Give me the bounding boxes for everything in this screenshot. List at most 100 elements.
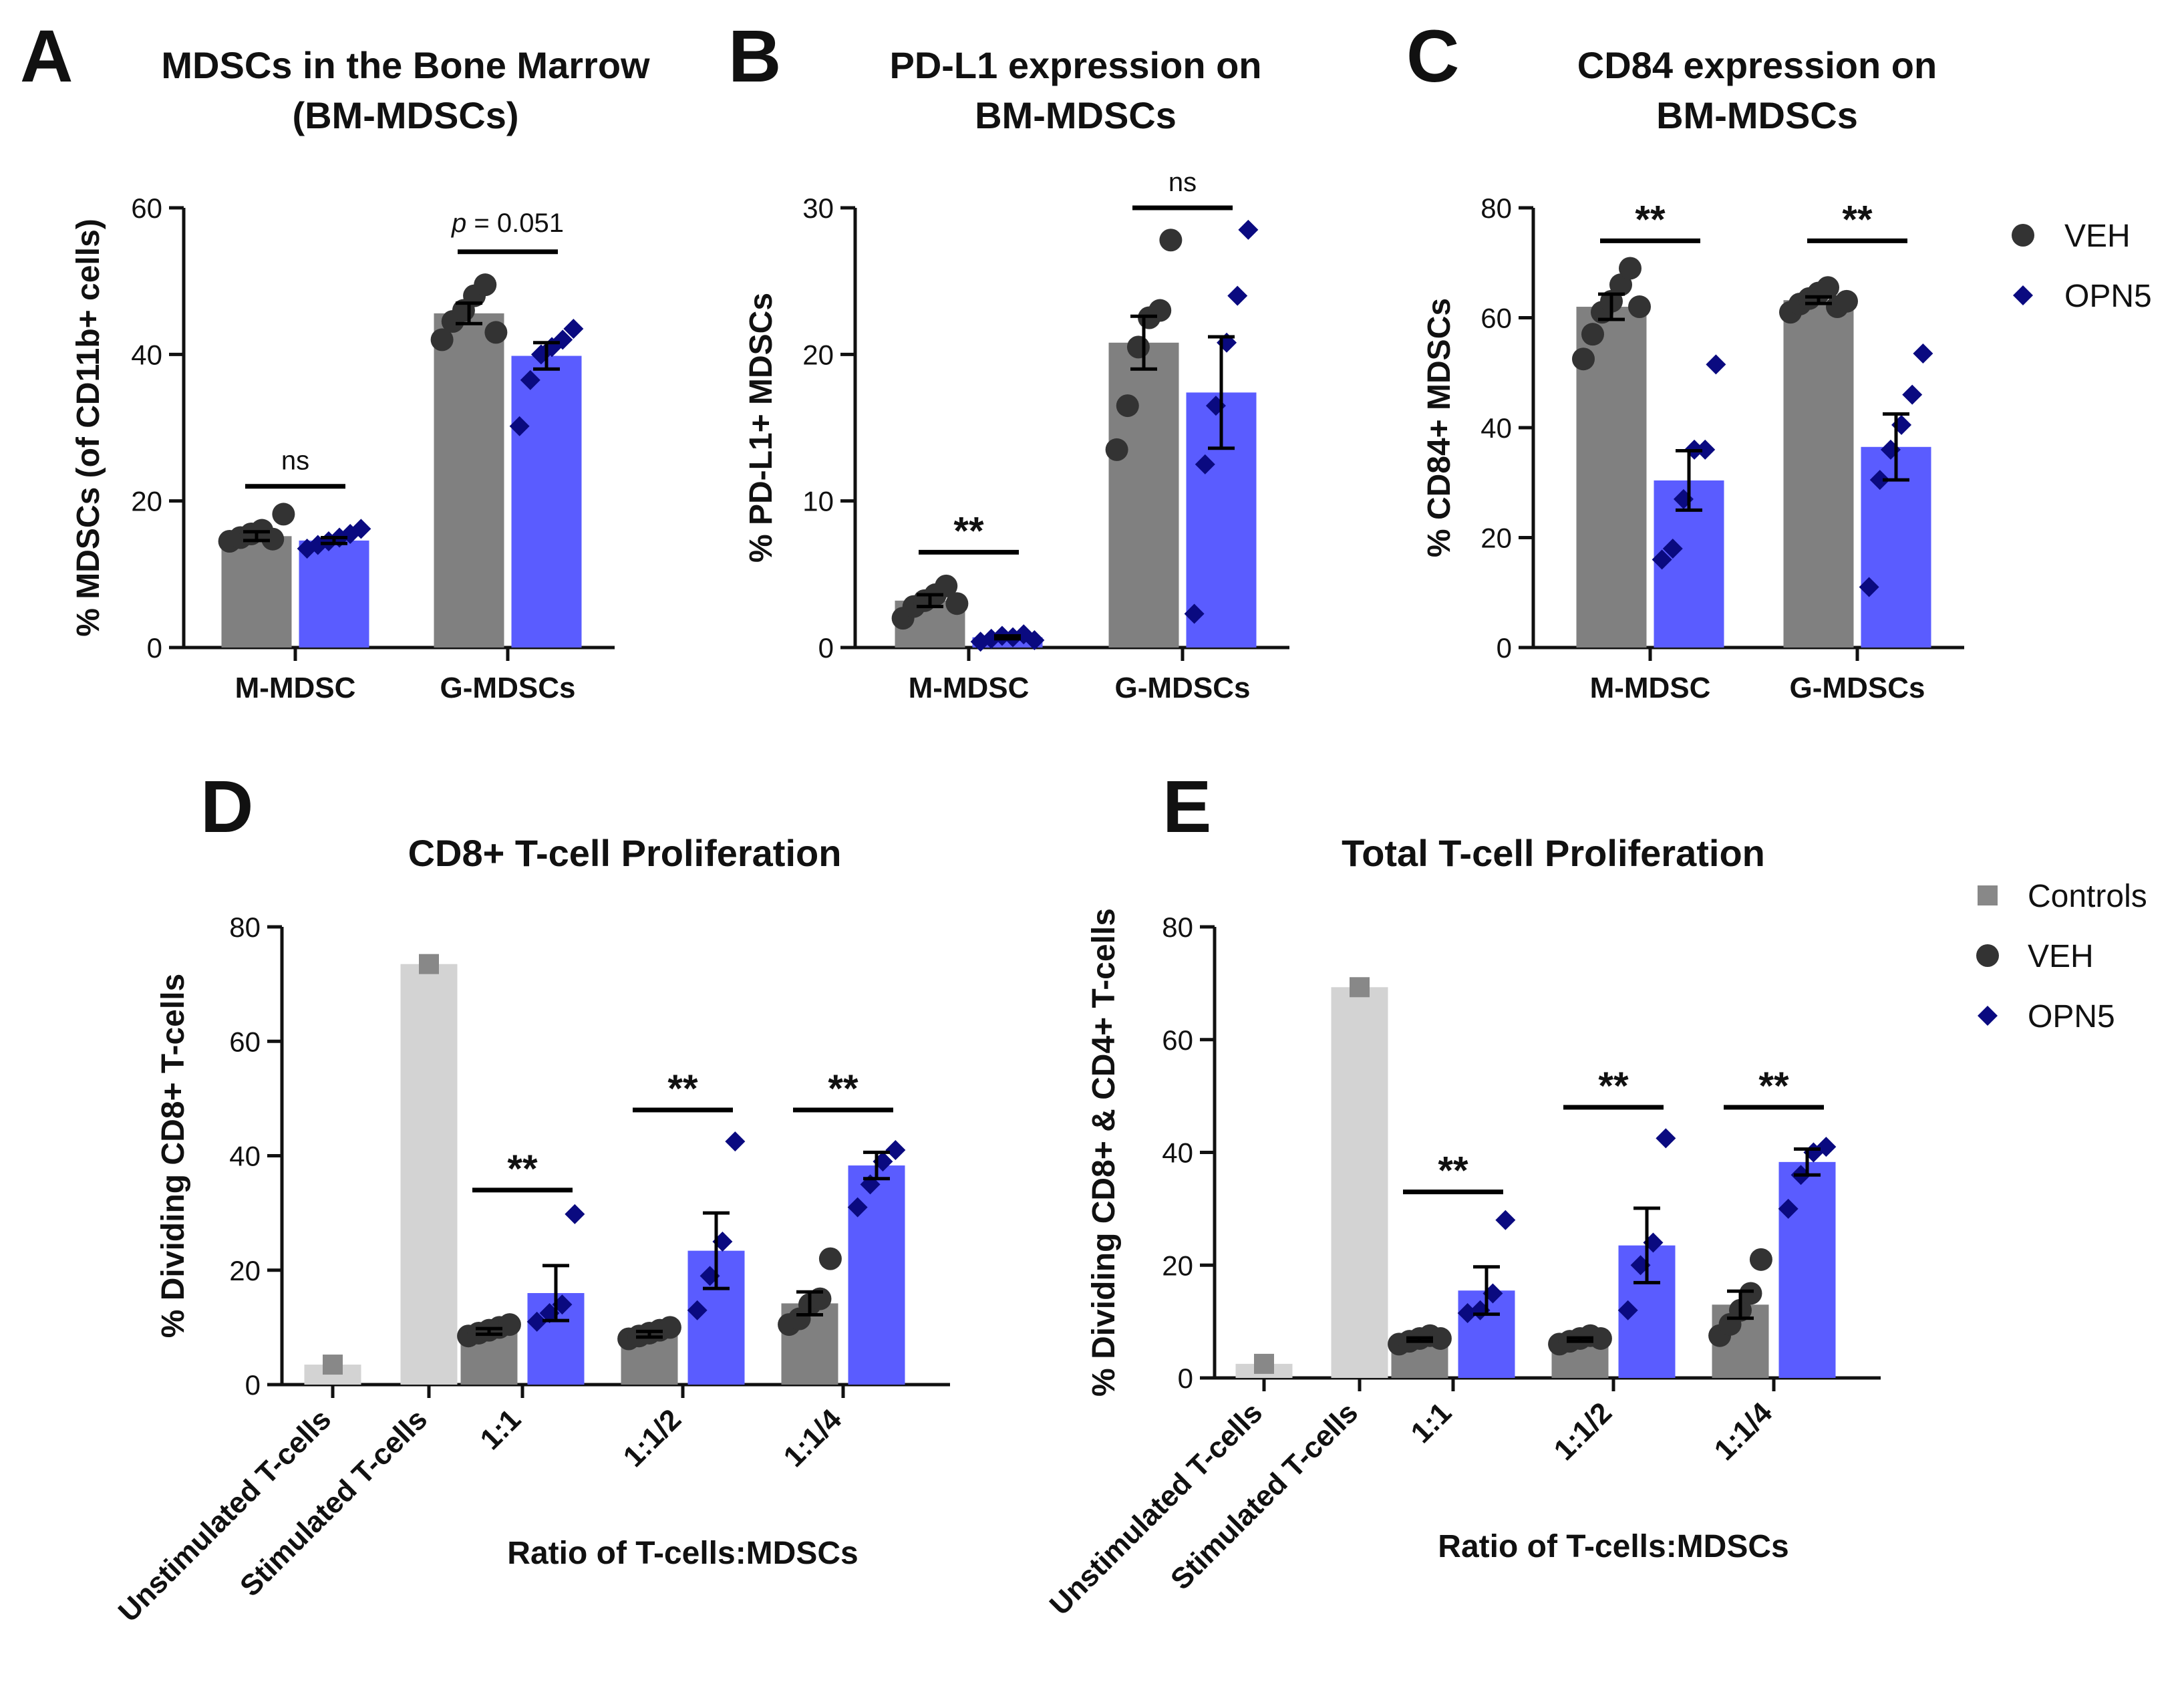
veh-point [935,574,958,597]
significance-label: ns [281,446,309,476]
veh-point [1817,276,1839,299]
x-category-label: M-MDSC [909,672,1030,704]
opn5-legend-marker [1978,1006,1998,1026]
y-tick-label: 80 [1480,192,1512,224]
y-tick-label: 0 [1178,1363,1193,1394]
legend-label: VEH [2028,939,2094,974]
veh-point [1835,289,1858,313]
y-tick-label: 0 [1497,632,1512,664]
control-point [1254,1353,1274,1374]
x-category-label: G-MDSCs [1790,672,1925,704]
opn5-bar [1778,1161,1836,1378]
y-axis-label: % Dividing CD8+ & CD4+ T-cells [1086,908,1122,1397]
veh-point [1126,335,1150,359]
opn5-point [1859,577,1879,597]
opn5-point [847,1197,868,1218]
veh-point [1428,1326,1452,1350]
legend-label: VEH [2064,219,2131,254]
x-category-label: G-MDSCs [1115,672,1251,704]
y-tick-label: 20 [802,339,834,370]
x-category-label: M-MDSC [235,672,356,704]
y-tick-label: 40 [1162,1137,1193,1169]
x-category-label: Stimulated T-cells [1164,1396,1364,1596]
opn5-point [1195,454,1215,474]
chart-title: MDSCs in the Bone Marrow [161,44,650,86]
opn5-point [885,1139,906,1160]
opn5-point [526,1311,547,1332]
veh-point [272,503,295,526]
x-category-label: 1:1 [1404,1396,1458,1449]
panel-e: E Total T-cell Proliferation 0 20 40 60 80 % Di… [1044,766,1881,1622]
y-axis-label: % CD84+ MDSCs [1422,298,1457,557]
opn5-point [1652,549,1672,570]
chart-title: CD8+ T-cell Proliferation [408,832,842,874]
x-axis-label: Ratio of T-cells:MDSCs [1438,1529,1788,1564]
veh-point [1105,438,1128,461]
significance-label: ** [1758,1065,1789,1108]
veh-point [498,1313,521,1337]
legend-top: VEH OPN5 [2012,219,2152,314]
significance-label: ** [953,509,984,553]
x-category-label: 1:1/4 [778,1403,848,1473]
y-tick-label: 60 [131,192,162,224]
legend-label: OPN5 [2028,999,2115,1034]
y-axis-label: % MDSCs (of CD11b+ cells) [71,219,106,637]
opn5-point [1778,1198,1799,1219]
opn5-point [1706,354,1726,375]
x-axis-label: Ratio of T-cells:MDSCs [507,1536,858,1571]
panel-letter: B [728,15,781,98]
opn5-point [1184,603,1205,624]
veh-bar [221,536,292,648]
panel-letter: A [20,15,73,98]
control-legend-marker [1978,885,1998,905]
veh-point [1116,394,1139,418]
panel-letter: C [1406,15,1459,98]
y-tick-label: 40 [131,339,162,370]
y-tick-label: 20 [229,1255,261,1286]
opn5-point [520,370,540,390]
opn5-point [563,318,584,339]
veh-bar [1783,300,1854,648]
veh-point [1572,347,1595,371]
y-tick-label: 30 [802,192,834,224]
p-symbol: p [451,208,466,238]
chart-title: CD84 expression on [1577,44,1937,86]
opn5-point [1495,1210,1516,1230]
control-point [323,1355,343,1375]
veh-bar [1108,342,1179,648]
y-tick-label: 0 [818,632,834,664]
opn5-point [565,1204,585,1224]
veh-point [484,321,508,344]
significance-label: ** [667,1067,698,1111]
opn5-point [1024,630,1045,651]
x-category-label: 1:1/2 [617,1403,688,1473]
y-axis-label: % PD-L1+ MDSCs [744,293,779,563]
y-tick-label: 20 [131,486,162,517]
panel-d: D CD8+ T-cell Proliferation 0 20 40 60 80 % Div… [112,766,950,1629]
x-category-label: 1:1/2 [1548,1396,1619,1467]
y-tick-label: 80 [1162,911,1193,943]
significance-label: p = 0.051 [451,208,564,238]
significance-label: ** [828,1067,859,1111]
chart-title: BM-MDSCs [975,94,1177,136]
opn5-bar [511,356,582,648]
significance-label: ** [1842,198,1873,241]
veh-point [818,1247,842,1270]
opn5-point [1238,219,1259,240]
x-category-label: Stimulated T-cells [234,1403,434,1602]
x-category-label: M-MDSC [1590,672,1711,704]
opn5-point [1869,470,1890,490]
x-category-label: 1:1/4 [1708,1396,1779,1467]
control-bar [400,964,458,1385]
p-value: = 0.051 [466,208,564,238]
veh-legend-marker [2012,224,2034,247]
legend-bottom: Controls VEH OPN5 [1976,879,2147,1034]
control-point [1350,977,1370,998]
opn5-point [509,416,530,436]
opn5-point [351,519,371,539]
chart-title: Total T-cell Proliferation [1342,832,1765,874]
veh-point [1159,229,1183,252]
opn5-point [1656,1128,1676,1149]
veh-point [1589,1326,1612,1350]
